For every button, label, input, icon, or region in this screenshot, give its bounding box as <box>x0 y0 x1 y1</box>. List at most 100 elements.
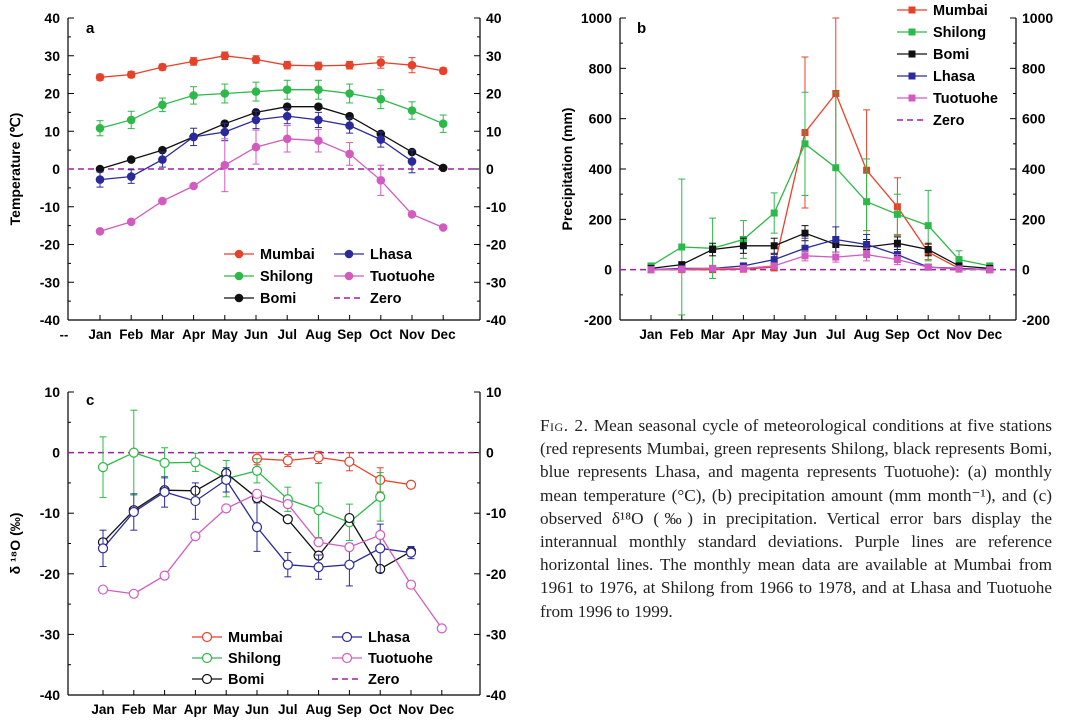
legend-item-bomi: Bomi <box>192 672 264 688</box>
panel-b: -200 -200 0 0 200 200 400 400 600 600 800 800 1000 10… <box>559 3 1053 342</box>
data-point <box>128 588 139 599</box>
legend-item-tuotuohe: Tuotuohe <box>897 91 998 107</box>
x-tick-label: May <box>761 327 788 342</box>
legend-item-tuotuohe: Tuotuohe <box>332 651 433 667</box>
data-point <box>251 142 261 152</box>
legend: Mumbai Shilong Bomi Lhasa Tuotuohe Zero <box>897 3 998 129</box>
data-point <box>801 244 809 252</box>
y-tick-label: 400 <box>589 161 613 177</box>
data-point <box>97 584 109 595</box>
data-point <box>158 62 167 72</box>
data-point <box>95 164 105 174</box>
legend: Mumbai Shilong Bomi Lhasa Tuotuohe Zero <box>192 630 433 688</box>
data-point <box>220 89 230 98</box>
figure-caption: Fig. 2. Mean seasonal cycle of meteorolo… <box>540 414 1052 623</box>
series-lhasa <box>97 467 417 587</box>
x-tick-label: Sep <box>885 327 910 342</box>
data-point <box>220 127 230 137</box>
y-tick-label-right: -40 <box>486 687 506 703</box>
x-tick-label: May <box>212 327 239 342</box>
data-point <box>863 241 871 248</box>
data-point <box>438 163 448 173</box>
x-tick-label: Dec <box>429 702 454 717</box>
data-point <box>251 87 261 96</box>
y-tick-label-right: -20 <box>486 237 506 253</box>
y-tick-label-right: 10 <box>486 123 502 139</box>
data-point <box>220 51 230 61</box>
y-tick-label: -40 <box>40 687 60 703</box>
legend-label: Tuotuohe <box>370 269 435 285</box>
legend-label: Mumbai <box>933 3 988 19</box>
caption-text: Mean seasonal cycle of meteorological co… <box>540 416 1052 621</box>
data-point <box>345 89 354 98</box>
legend-label: Shilong <box>260 269 313 285</box>
legend-swatch-marker <box>344 271 354 281</box>
legend-swatch-marker <box>344 249 354 259</box>
data-point <box>282 60 292 70</box>
legend-swatch-marker <box>234 249 244 259</box>
data-point <box>770 262 778 270</box>
x-tick-label: Jun <box>244 327 268 342</box>
x-tick-label-extra: -- <box>60 327 69 342</box>
y-tick-label-right: 200 <box>1022 211 1046 227</box>
data-point <box>345 60 354 70</box>
data-point <box>345 149 354 159</box>
data-point <box>801 140 809 148</box>
x-tick-label: Aug <box>305 327 331 342</box>
data-point <box>893 256 901 264</box>
legend-label: Mumbai <box>228 630 283 646</box>
legend-item-shilong: Shilong <box>897 25 986 41</box>
y-tick-label: 20 <box>44 86 60 102</box>
data-point <box>282 499 293 510</box>
data-point <box>314 102 323 112</box>
legend-item-bomi: Bomi <box>224 291 296 307</box>
y-tick-label-right: -40 <box>486 312 506 328</box>
data-point <box>314 61 323 71</box>
x-tick-label: Apr <box>184 702 208 717</box>
data-point <box>832 164 840 172</box>
data-point <box>376 135 386 144</box>
series-mumbai <box>251 450 417 493</box>
y-tick-label-right: -30 <box>486 274 506 290</box>
x-tick-label: Jun <box>245 702 269 717</box>
data-point <box>344 512 355 524</box>
data-point <box>159 457 170 469</box>
series-line <box>99 89 444 129</box>
series-line <box>650 232 990 270</box>
data-point <box>313 452 324 463</box>
data-point <box>924 263 932 271</box>
data-point <box>801 229 809 237</box>
data-point <box>832 253 840 261</box>
data-point <box>863 198 871 206</box>
legend-label: Shilong <box>228 651 281 667</box>
legend-item-zero: Zero <box>332 672 400 688</box>
data-point <box>95 123 105 133</box>
data-point <box>407 210 417 219</box>
y-tick-label-right: 0 <box>1022 262 1030 278</box>
legend-item-zero: Zero <box>334 291 402 307</box>
legend-swatch-marker <box>234 271 244 281</box>
data-point <box>678 243 686 251</box>
panel-label: b <box>637 20 646 37</box>
legend-swatch-marker <box>908 6 916 14</box>
data-point <box>159 486 170 498</box>
x-tick-label: Jul <box>826 327 846 342</box>
data-point <box>313 537 324 548</box>
y-tick-label: 0 <box>52 161 60 177</box>
y-tick-label-right: 0 <box>486 445 494 461</box>
y-tick-label: 10 <box>44 123 60 139</box>
panel-c: -40 -40 -30 -30 -20 -20 -10 -10 0 0 10 10 Jan Feb Mar A… <box>7 384 506 717</box>
y-tick-label: -20 <box>40 566 60 582</box>
data-point <box>221 474 232 485</box>
legend: Mumbai Shilong Bomi Lhasa Tuotuohe Zero <box>224 247 435 307</box>
data-point <box>189 91 198 100</box>
x-tick-label: Dec <box>431 327 456 342</box>
y-tick-label: 800 <box>589 60 613 76</box>
series-lhasa <box>95 108 417 188</box>
data-point <box>126 217 136 227</box>
data-point <box>375 529 386 541</box>
data-point <box>190 495 201 507</box>
data-point <box>678 265 686 273</box>
y-axis-label: δ ¹⁸O (‰) <box>7 513 23 575</box>
data-point <box>282 134 292 144</box>
